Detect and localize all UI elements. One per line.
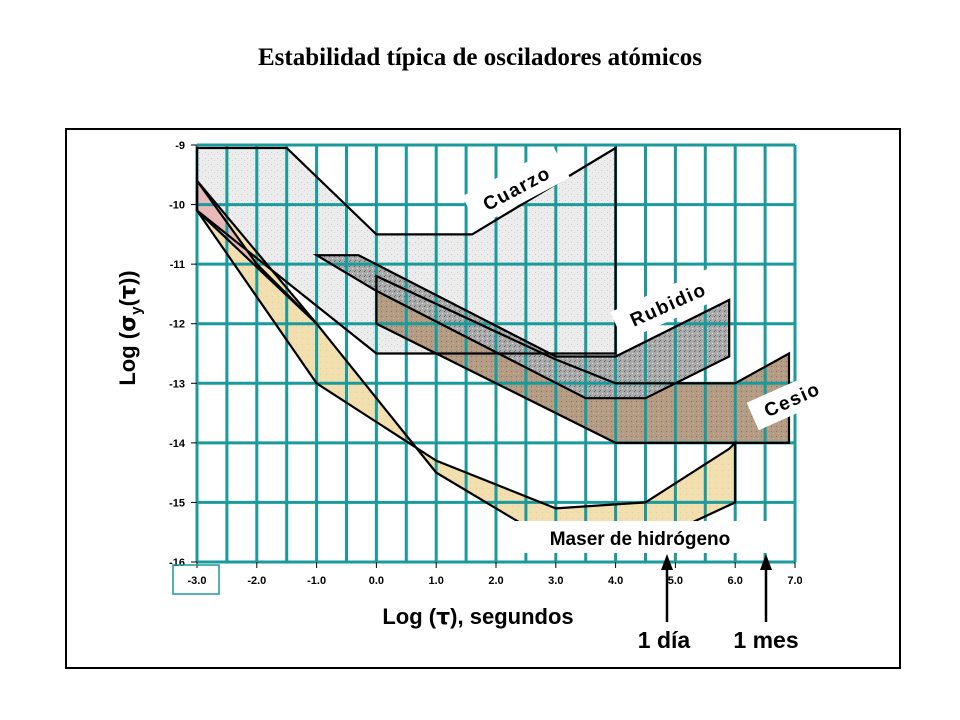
y-tick-label: -11: [170, 259, 185, 271]
marker-1-mes: 1 mes: [733, 554, 799, 653]
y-axis-label: Log (σy(τ)): [115, 270, 145, 385]
x-tick-label: 3.0: [548, 575, 563, 587]
x-tick-label: 7.0: [787, 575, 802, 587]
x-tick-label: 5.0: [668, 575, 683, 587]
y-tick-label: -10: [169, 200, 185, 212]
svg-text:1 mes: 1 mes: [733, 627, 798, 653]
x-tick-label: -1.0: [307, 575, 326, 587]
y-tick-label: -9: [175, 140, 185, 152]
y-tick-label: -12: [169, 319, 185, 331]
outline-maser-de-hidr-geno: [195, 177, 737, 546]
region-rubidio: [316, 255, 730, 399]
x-tick-highlight: [172, 564, 220, 595]
x-tick-label: -2.0: [247, 575, 266, 587]
x-tick-label: 6.0: [728, 575, 743, 587]
region-maser-de-hidr-geno: [197, 180, 736, 545]
chart-frame: [65, 128, 901, 669]
x-tick-label: 4.0: [608, 575, 623, 587]
region-cesio: [376, 276, 789, 443]
x-tick-label: 2.0: [488, 575, 503, 587]
outline-rubidio: [312, 254, 731, 400]
outline-cesio: [375, 274, 791, 444]
marker-1-dia: 1 día: [638, 554, 691, 653]
chart-title: Estabilidad típica de osciladores atómic…: [257, 44, 702, 71]
x-tick-label: 0.0: [369, 575, 384, 587]
svg-text:Maser de hidrógeno: Maser de hidrógeno: [550, 529, 731, 550]
y-tick-label: -16: [169, 557, 185, 569]
x-tick-label: 1.0: [429, 575, 444, 587]
outline-cuarzo: [195, 146, 617, 355]
x-tick-label: -3.0: [188, 575, 207, 587]
label-maser: Maser de hidrógeno: [505, 521, 775, 553]
y-tick-label: -13: [169, 378, 185, 390]
y-tick-label: -15: [169, 497, 185, 509]
y-tick-label: -14: [169, 438, 186, 450]
x-axis-label: Log (τ), segundos: [382, 604, 573, 630]
outline-hydrogen-pink-tip: [195, 177, 318, 325]
svg-text:1 día: 1 día: [638, 627, 691, 653]
